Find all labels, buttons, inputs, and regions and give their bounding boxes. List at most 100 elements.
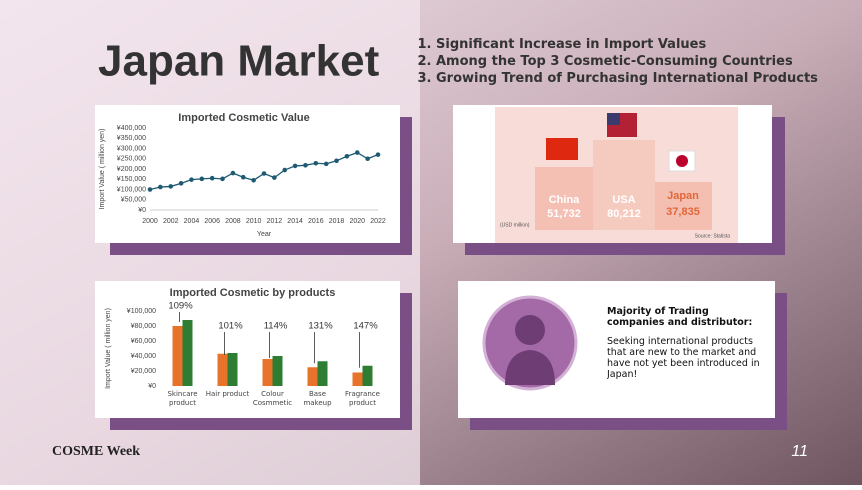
profile-title: Majority of Trading companies and distri… (607, 306, 753, 328)
x-tick-box: Base makeup (303, 390, 332, 407)
podium-block (593, 140, 655, 230)
y-tick-label: ¥400,000 (117, 125, 146, 132)
point (272, 175, 277, 180)
point (189, 177, 194, 182)
bar (362, 365, 373, 386)
x-tick-label: 2004 (184, 218, 200, 225)
point (230, 170, 236, 176)
page-number: 11 (791, 443, 808, 460)
podium-country: Japan (667, 190, 699, 202)
point (365, 156, 370, 162)
bar (182, 320, 193, 386)
profile-text: Seeking international products that are … (607, 336, 760, 380)
podium-value: 37,835 (666, 206, 700, 218)
point (220, 176, 225, 182)
podium-block (655, 182, 712, 230)
x-tick-label: 2012 (267, 218, 283, 225)
point: Growing Trend of Purchasing Internationa… (436, 70, 858, 87)
point (323, 161, 329, 167)
y-tick-label: ¥0 (138, 207, 146, 214)
bar (307, 367, 318, 386)
bar (317, 361, 328, 386)
panel (95, 105, 400, 243)
flag-china (546, 138, 578, 160)
y-axis-label: Import Value ( million yen) (99, 129, 106, 210)
point (313, 160, 319, 166)
x-tick-box: Skincare product (167, 390, 197, 407)
podium-block (535, 167, 593, 230)
point (292, 163, 298, 169)
y-tick-label: ¥100,000 (117, 186, 146, 193)
podium-value: 80,212 (607, 208, 641, 220)
y-tick-label: ¥200,000 (117, 166, 146, 173)
y-tick-label: ¥20,000 (131, 368, 156, 375)
bar (262, 359, 273, 386)
bar (172, 326, 183, 386)
y-tick-label: ¥350,000 (117, 135, 146, 142)
x-tick-label: Colour Cosmmetic (252, 390, 293, 407)
x-tick-box: Fragrance product (345, 390, 380, 407)
profile-box: Majority of Trading companies and distri… (607, 306, 760, 380)
y-axis-label: Import Value ( million yen) (105, 308, 112, 389)
point: Among the Top 3 Cosmetic-Consuming Count… (436, 53, 858, 70)
y-tick-label: ¥0 (148, 383, 156, 390)
point (251, 177, 256, 183)
point (282, 167, 288, 173)
bar (352, 372, 363, 386)
point (261, 171, 267, 176)
panel (95, 281, 400, 418)
y-tick-label: ¥100,000 (127, 308, 156, 315)
y-tick-label: ¥150,000 (117, 176, 146, 183)
point (375, 152, 381, 157)
flag-japan-sun (676, 155, 688, 167)
podium-value: 51,732 (547, 208, 581, 220)
x-tick-label: 2006 (204, 218, 220, 225)
point (303, 163, 308, 168)
point (168, 184, 174, 189)
y-tick-label: ¥50,000 (121, 197, 146, 204)
point: Significant Increase in Import Values (436, 36, 858, 53)
point (334, 158, 339, 164)
x-tick-label: Base makeup (303, 390, 332, 407)
bar (227, 353, 238, 386)
x-tick-box: Hair product (205, 390, 250, 398)
y-tick-label: ¥40,000 (131, 353, 156, 360)
point (147, 187, 153, 192)
x-tick-label: 2018 (329, 218, 345, 225)
annotation: 101% (218, 321, 243, 332)
bar (272, 356, 283, 386)
point (158, 184, 163, 190)
avatar-body (505, 350, 555, 385)
bar (217, 353, 228, 386)
annotation: 147% (353, 321, 378, 332)
y-tick-label: ¥60,000 (131, 338, 156, 345)
x-tick-box: Colour Cosmmetic (252, 390, 293, 407)
flag-usa-canton (607, 113, 620, 125)
x-tick-label: Hair product (205, 390, 250, 398)
point (344, 153, 350, 159)
y-tick-label: ¥300,000 (117, 145, 146, 152)
x-tick-label: 2000 (142, 218, 158, 225)
points-box: Significant Increase in Import Values Am… (418, 36, 858, 96)
x-axis-label: Year (257, 231, 272, 238)
chart-title: Imported Cosmetic by products (170, 287, 336, 299)
y-tick-label: ¥80,000 (131, 323, 156, 330)
x-tick-label: 2008 (225, 218, 241, 225)
point (199, 176, 205, 182)
footer-brand: COSME Week (52, 444, 140, 459)
title: Japan Market (98, 37, 380, 86)
x-tick-label: 2016 (308, 218, 324, 225)
y-tick-label: ¥250,000 (117, 156, 146, 163)
x-tick-label: 2010 (246, 218, 262, 225)
podium-source: Source: Statista (695, 233, 731, 239)
avatar-head (515, 315, 545, 345)
x-tick-label: 2002 (163, 218, 179, 225)
annotation: 109% (168, 301, 193, 312)
point (209, 175, 215, 181)
x-tick-label: 2014 (287, 218, 303, 225)
annotation: 114% (264, 321, 288, 332)
x-tick-label: Fragrance product (345, 390, 380, 407)
podium-country: USA (612, 194, 635, 206)
